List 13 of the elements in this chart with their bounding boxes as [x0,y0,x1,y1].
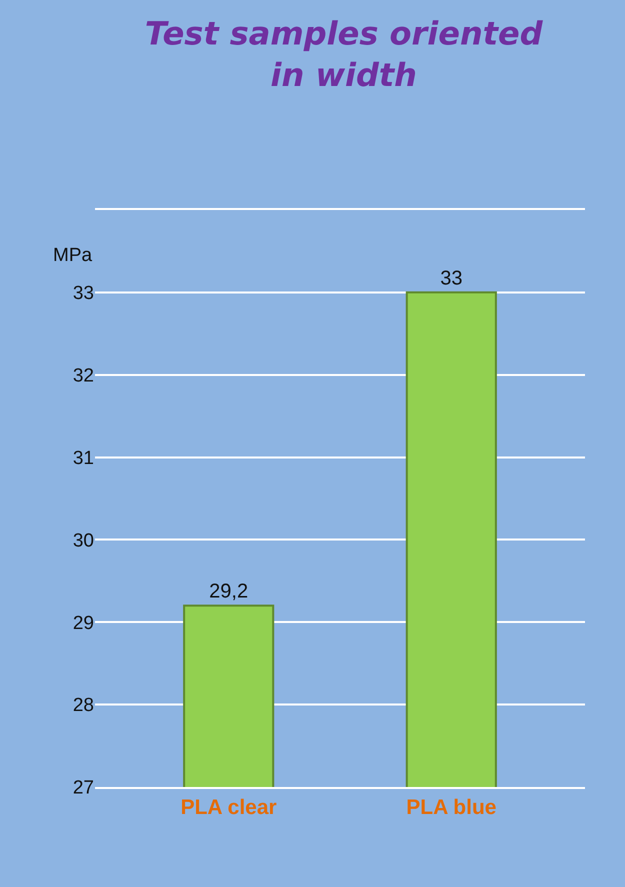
chart-title: Test samples oriented in width [144,14,544,94]
y-tick-label: 30 [72,530,94,552]
y-tick-label: 33 [72,283,94,304]
x-tick-label: PLA blue [406,796,496,819]
y-tick-label: 29 [72,612,94,634]
data-label: 29,2 [209,580,248,603]
y-tick-label: 28 [72,695,94,716]
y-axis-title: MPa [53,245,92,266]
x-tick-label: PLA clear [180,796,277,819]
y-tick-label: 32 [72,366,94,387]
y-tick-label: 31 [72,448,94,469]
y-tick-label: 27 [72,778,94,799]
data-label: 33 [440,267,462,290]
